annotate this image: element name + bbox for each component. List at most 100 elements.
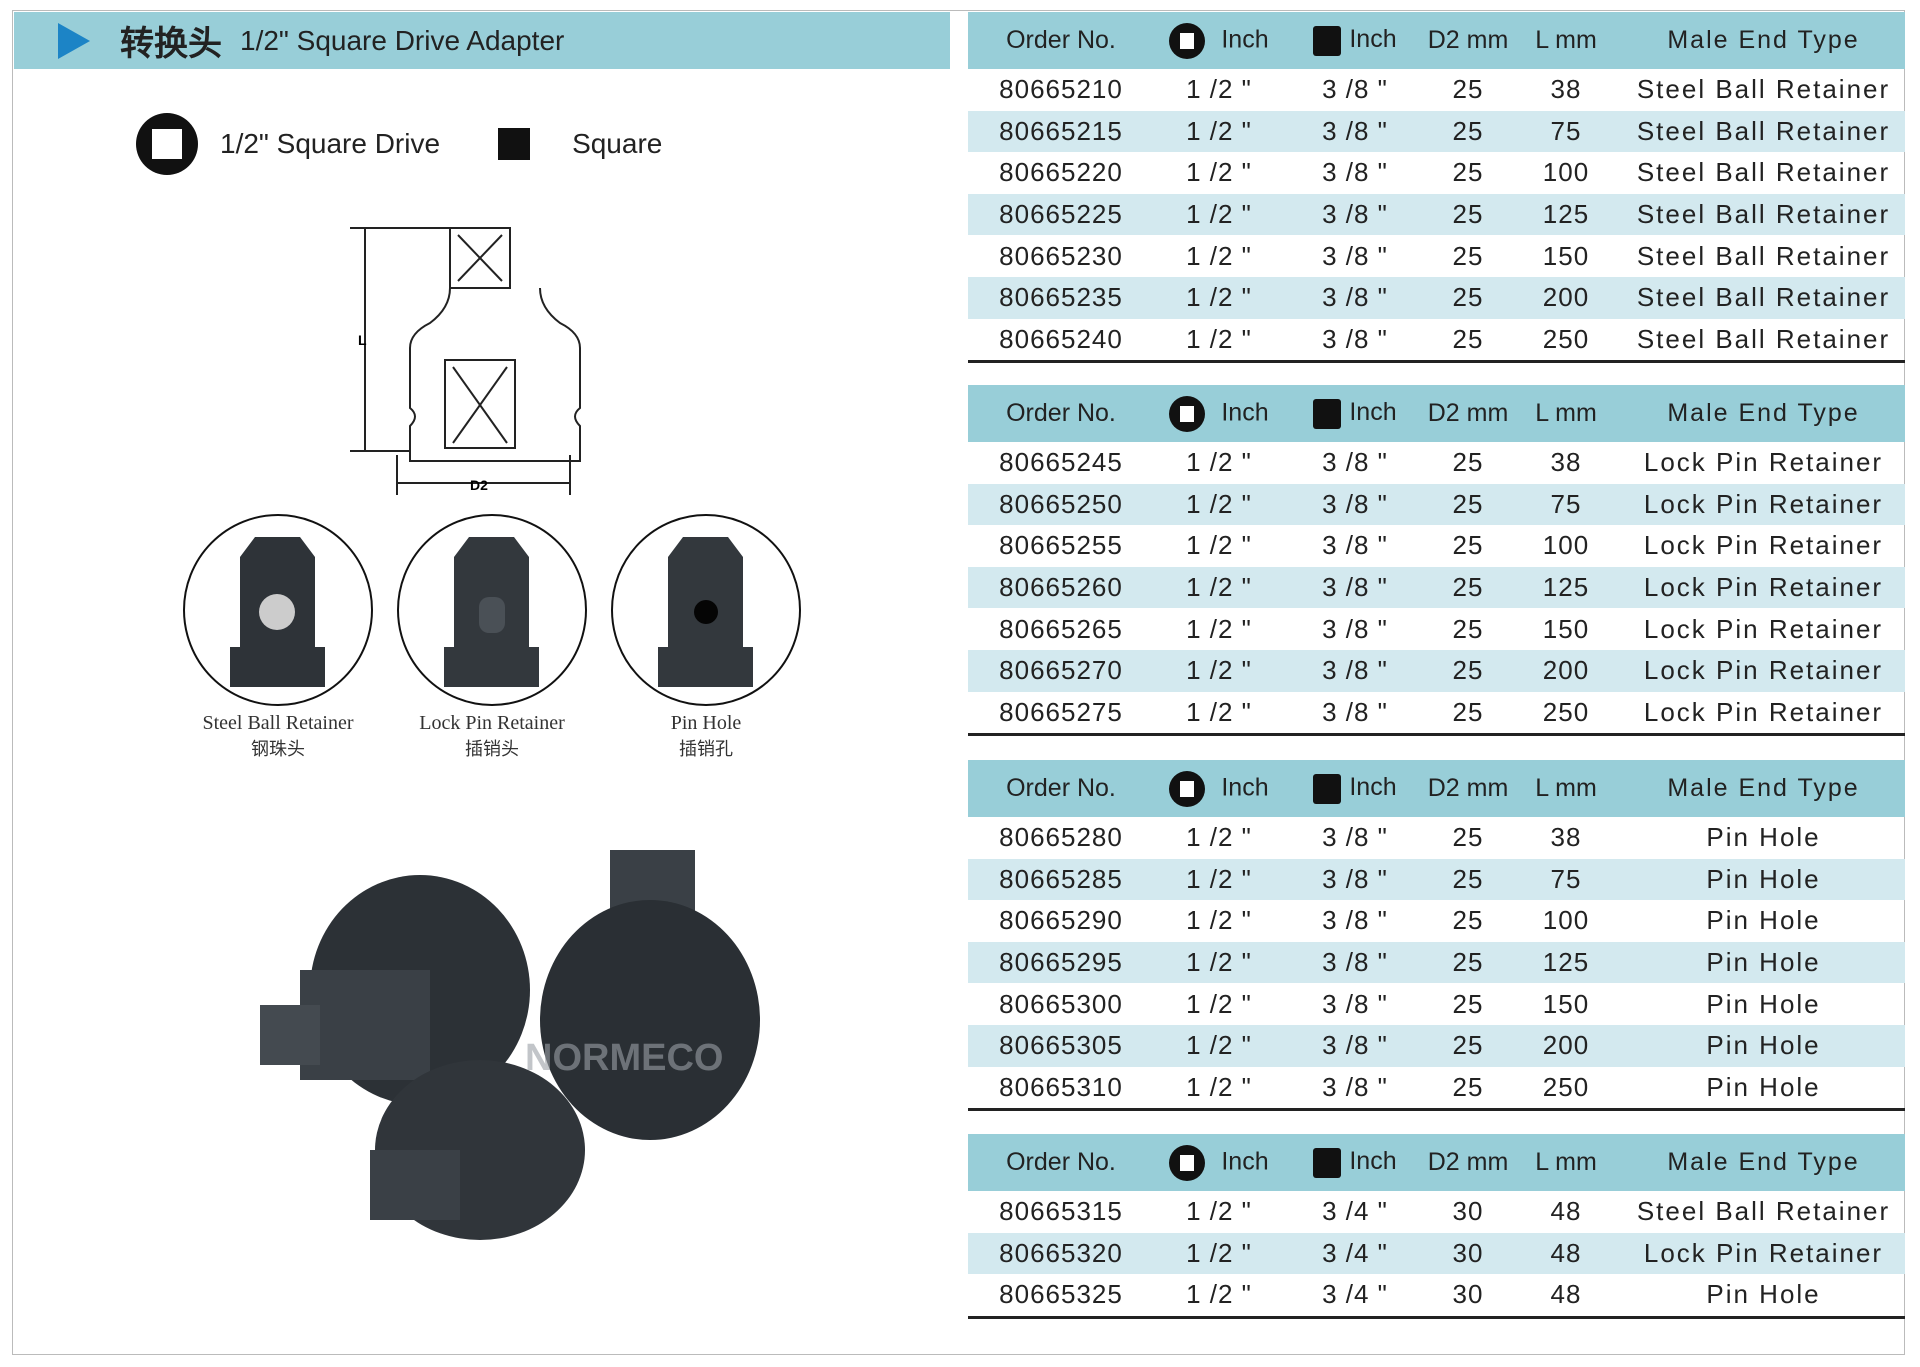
- table-cell: 1 /2 ": [1186, 613, 1252, 644]
- table-row: 80665250 1 /2 " 3 /8 " 25 75 Lock Pin Retaine…: [968, 483, 1905, 526]
- table-cell: 80665230: [999, 240, 1123, 271]
- table-cell: 3 /8 ": [1322, 655, 1388, 686]
- title-cn: 转换头: [120, 24, 222, 64]
- table-cell: 150: [1542, 240, 1590, 271]
- table-cell: 125: [1542, 199, 1590, 230]
- table-row: 80665225 1 /2 " 3 /8 " 25 125 Steel Ball Reta…: [968, 193, 1905, 236]
- play-triangle-icon: [58, 22, 90, 59]
- table-cell: 30: [1452, 1279, 1484, 1310]
- table-cell: Pin Hole: [1706, 1030, 1821, 1061]
- col-label: Inch: [1221, 398, 1269, 427]
- table-cell: 80665265: [999, 613, 1123, 644]
- table-cell: 1 /2 ": [1186, 488, 1252, 519]
- table-cell: 3 /8 ": [1322, 1030, 1388, 1061]
- col-square-inch: Inch: [1284, 1147, 1426, 1178]
- table-cell: 100: [1542, 530, 1590, 561]
- table-cell: 3 /4 ": [1322, 1279, 1388, 1310]
- square-icon: [498, 128, 531, 160]
- pin-hole-image: [611, 514, 801, 706]
- retainer-label-cn: 插销孔: [679, 739, 733, 760]
- col-square-inch: Inch: [1284, 398, 1426, 429]
- table-cell: 80665210: [999, 74, 1123, 105]
- col-type: Male End Type: [1667, 1148, 1860, 1176]
- table-cell: 25: [1452, 863, 1484, 894]
- table-row: 80665315 1 /2 " 3 /4 " 30 48 Steel Ball Retai…: [968, 1191, 1905, 1233]
- table-cell: 1 /2 ": [1186, 1071, 1252, 1102]
- table-cell: 25: [1452, 240, 1484, 271]
- spec-table: Order No. Inch Inch D2 mm L mm Male End Type 8…: [968, 385, 1905, 737]
- col-label: Inch: [1221, 773, 1269, 802]
- table-cell: 250: [1542, 696, 1590, 727]
- table-cell: Lock Pin Retainer: [1643, 488, 1884, 519]
- table-cell: 3 /8 ": [1322, 863, 1388, 894]
- table-cell: 1 /2 ": [1186, 822, 1252, 853]
- steel-ball-retainer-image: [183, 514, 373, 706]
- square-icon: [1313, 1147, 1342, 1178]
- table-cell: 75: [1550, 488, 1582, 519]
- table-cell: Steel Ball Retainer: [1636, 157, 1891, 188]
- title-band: 转换头 1/2" Square Drive Adapter: [14, 12, 950, 69]
- table-cell: 3 /8 ": [1322, 157, 1388, 188]
- table-cell: Pin Hole: [1706, 988, 1821, 1019]
- table-header: Order No. Inch Inch D2 mm L mm Male End Type: [968, 12, 1905, 69]
- table-cell: 80665270: [999, 655, 1123, 686]
- table-cell: 125: [1542, 947, 1590, 978]
- table-row: 80665230 1 /2 " 3 /8 " 25 150 Steel Ball Reta…: [968, 235, 1905, 277]
- table-cell: 3 /4 ": [1322, 1196, 1388, 1227]
- table-cell: 80665305: [999, 1030, 1123, 1061]
- table-cell: 250: [1542, 1071, 1590, 1102]
- table-row: 80665210 1 /2 " 3 /8 " 25 38 Steel Ball Retai…: [968, 69, 1905, 111]
- table-cell: 48: [1550, 1196, 1582, 1227]
- table-cell: Lock Pin Retainer: [1643, 696, 1884, 727]
- table-cell: 80665215: [999, 115, 1123, 146]
- col-drive-inch: Inch: [1154, 770, 1284, 807]
- table-cell: Steel Ball Retainer: [1636, 282, 1891, 313]
- table-cell: 1 /2 ": [1186, 572, 1252, 603]
- table-cell: 80665310: [999, 1071, 1123, 1102]
- table-cell: 3 /8 ": [1322, 613, 1388, 644]
- table-cell: 3 /8 ": [1322, 572, 1388, 603]
- table-cell: 80665220: [999, 157, 1123, 188]
- table-cell: 25: [1452, 530, 1484, 561]
- retainer-lock-pin: Lock Pin Retainer 插销头: [394, 512, 590, 761]
- table-cell: Pin Hole: [1706, 822, 1821, 853]
- col-l: L mm: [1535, 774, 1597, 802]
- table-row: 80665245 1 /2 " 3 /8 " 25 38 Lock Pin Retaine…: [968, 442, 1905, 484]
- table-cell: 150: [1542, 613, 1590, 644]
- square-icon: [1313, 398, 1342, 429]
- square-drive-icon: [136, 113, 198, 175]
- table-cell: 25: [1452, 74, 1484, 105]
- table-cell: Pin Hole: [1706, 863, 1821, 894]
- table-cell: 1 /2 ": [1186, 947, 1252, 978]
- square-label: Square: [572, 128, 663, 159]
- table-cell: 250: [1542, 323, 1590, 354]
- table-cell: 1 /2 ": [1186, 1237, 1252, 1268]
- col-square-inch: Inch: [1284, 25, 1426, 56]
- table-cell: Lock Pin Retainer: [1643, 655, 1884, 686]
- square-drive-icon: [1169, 770, 1206, 807]
- table-row: 80665265 1 /2 " 3 /8 " 25 150 Lock Pin Retain…: [968, 608, 1905, 650]
- table-cell: Steel Ball Retainer: [1636, 240, 1891, 271]
- table-row: 80665310 1 /2 " 3 /8 " 25 250 Pin Hole: [968, 1067, 1905, 1109]
- table-cell: 25: [1452, 822, 1484, 853]
- table-cell: Steel Ball Retainer: [1636, 1196, 1891, 1227]
- table-row: 80665275 1 /2 " 3 /8 " 25 250 Lock Pin Retain…: [968, 692, 1905, 734]
- table-cell: 25: [1452, 1030, 1484, 1061]
- table-cell: 75: [1550, 115, 1582, 146]
- table-cell: 25: [1452, 282, 1484, 313]
- col-square-inch: Inch: [1284, 773, 1426, 804]
- table-cell: 1 /2 ": [1186, 323, 1252, 354]
- table-cell: 1 /2 ": [1186, 115, 1252, 146]
- spec-table: Order No. Inch Inch D2 mm L mm Male End Type 8…: [968, 12, 1905, 364]
- table-row: 80665305 1 /2 " 3 /8 " 25 200 Pin Hole: [968, 1024, 1905, 1067]
- table-cell: 1 /2 ": [1186, 1030, 1252, 1061]
- table-cell: 25: [1452, 447, 1484, 478]
- square-drive-icon: [1169, 22, 1206, 59]
- retainer-pin-hole: Pin Hole 插销孔: [608, 512, 804, 761]
- table-cell: 25: [1452, 157, 1484, 188]
- table-cell: 3 /8 ": [1322, 240, 1388, 271]
- retainer-types: Steel Ball Retainer 钢珠头 Lock Pin Retaine…: [180, 512, 804, 761]
- table-row: 80665285 1 /2 " 3 /8 " 25 75 Pin Hole: [968, 858, 1905, 901]
- table-cell: 25: [1452, 988, 1484, 1019]
- table-cell: 200: [1542, 282, 1590, 313]
